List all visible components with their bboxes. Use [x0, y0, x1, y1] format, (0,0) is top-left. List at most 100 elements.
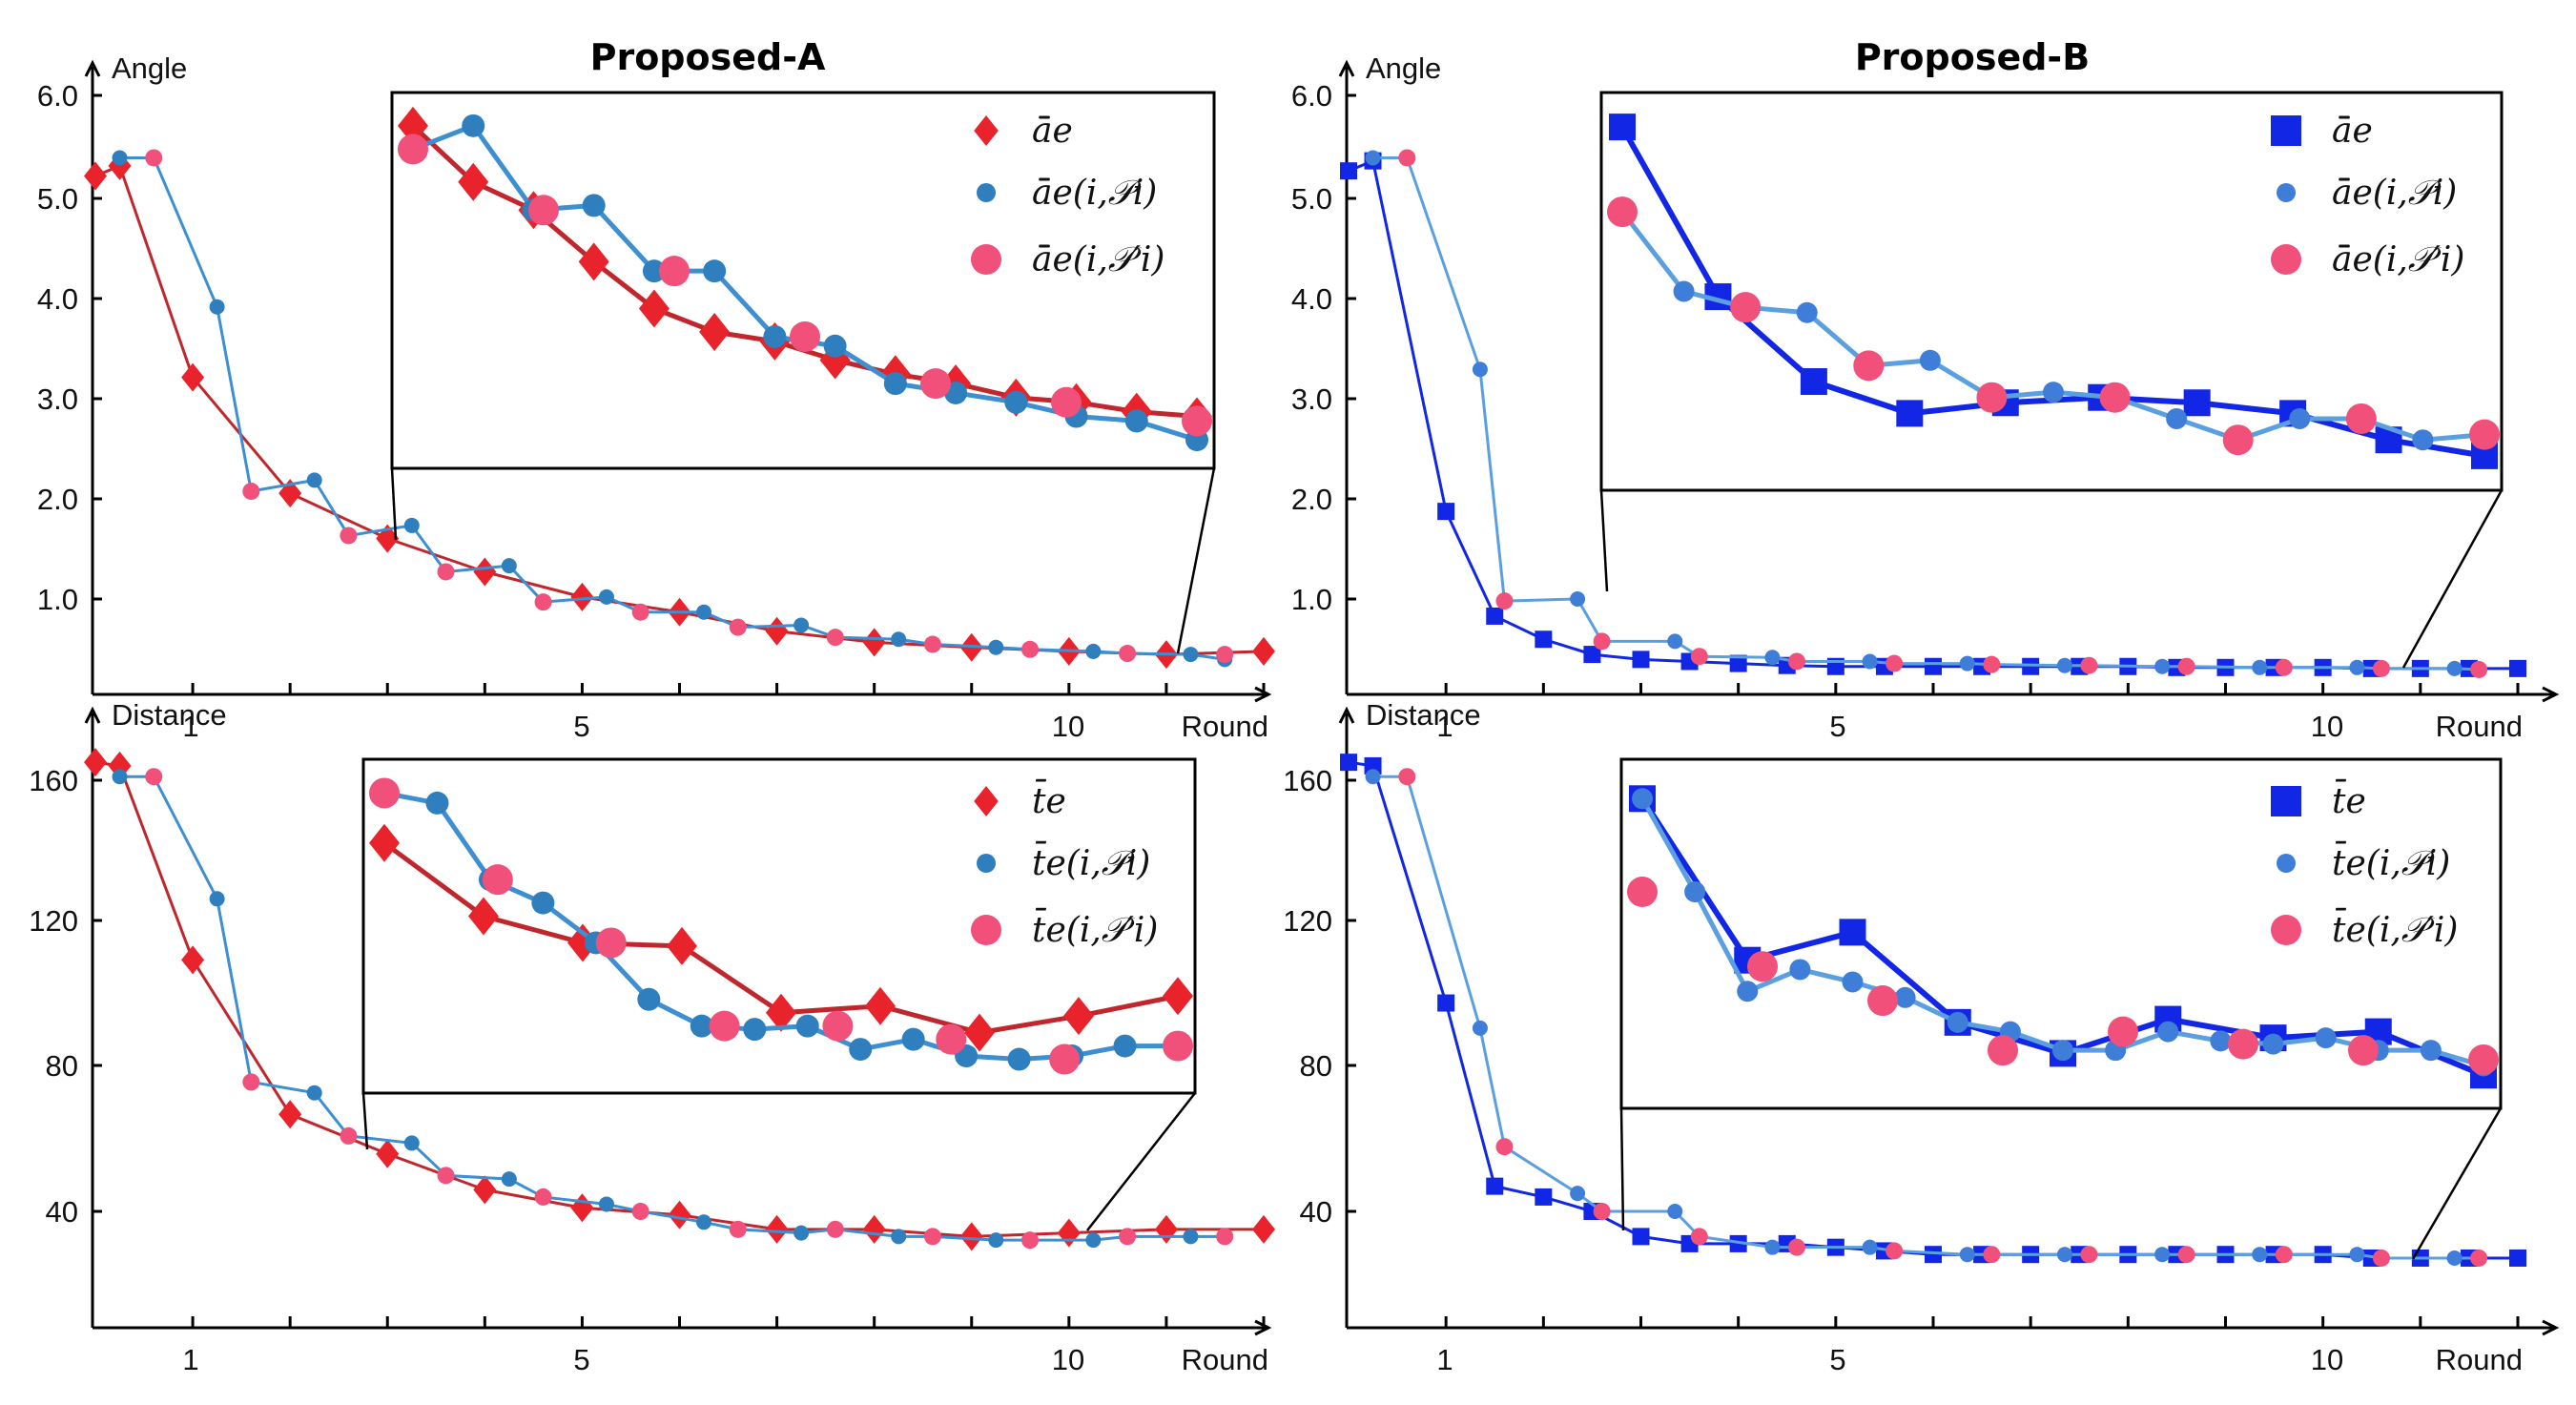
y-tick-label: 5.0 [1291, 182, 1332, 216]
series-2-point [1886, 1242, 1904, 1260]
x-tick-label: 10 [1052, 1343, 1084, 1376]
series-0-point [1535, 1188, 1553, 1206]
legend-marker [2277, 183, 2296, 202]
series-2-point [145, 149, 163, 167]
series-0-point [1632, 651, 1650, 669]
inset-series-2-point [1988, 1035, 2018, 1066]
inset-series-0-point [578, 242, 609, 281]
legend: ā̄e ā̄e(i,𝒫i) ā̄e(i,𝒫′i) [2271, 112, 2464, 279]
series-1-point [306, 472, 322, 488]
series-0-point [2509, 659, 2526, 677]
legend-label: ā̄e(i,𝒫i) [1032, 174, 1157, 213]
inset-series-1-point [1919, 349, 1941, 371]
inset-series-2-point [2469, 419, 2500, 450]
legend-label: t̄̄e(i,𝒫′i) [1032, 908, 1158, 950]
y-axis-arrow [1338, 59, 1355, 77]
inset-series-2-point [2468, 1043, 2499, 1075]
inset-series-2-point [595, 927, 627, 959]
y-tick-label: 1.0 [37, 583, 78, 616]
series-0-point [1486, 607, 1504, 625]
inset-series-1-point [703, 259, 727, 283]
inset-series-2-point [398, 134, 428, 165]
y-tick-label: 80 [1300, 1049, 1332, 1083]
series-2-point [437, 563, 455, 581]
legend-marker [2271, 786, 2301, 816]
series-0-point [1437, 503, 1455, 521]
series-0-point [1154, 1214, 1178, 1244]
inset-series-1-point [1842, 971, 1864, 993]
inset-series-0-point [865, 986, 896, 1025]
series-1-point [501, 558, 517, 574]
x-axis-arrow [2542, 1319, 2560, 1336]
series-1-point [403, 1135, 420, 1151]
chart-B-angle: 1.0 2.0 3.0 4.0 5.0 6.0 1 5 10 Round Angle Proposed… [1291, 36, 2560, 743]
inset-series-1-point [462, 114, 485, 137]
series-1-point [1764, 1239, 1781, 1255]
series-0-point [2022, 657, 2040, 675]
series-2-point [2470, 1249, 2488, 1267]
inset-series-0 [369, 823, 1193, 1052]
inset-series-2-point [2228, 1028, 2258, 1060]
zoom-connector [2411, 1107, 2503, 1260]
legend-label: t̄̄e(i,𝒫′i) [2332, 908, 2458, 950]
inset-series-1-point [425, 791, 449, 815]
series-1-point [209, 299, 225, 315]
series-2-point [2470, 660, 2488, 678]
zoom-connector [1086, 1092, 1196, 1231]
y-tick-label: 3.0 [1291, 382, 1332, 416]
inset-series-2-point [2348, 1035, 2379, 1066]
series-1-point [891, 1229, 907, 1245]
inset-series-1-point [823, 334, 847, 358]
inset-frame [361, 757, 1197, 1095]
x-tick-label: 1 [182, 710, 198, 743]
x-tick-label: 1 [182, 1343, 198, 1376]
x-axis-title: Round [1182, 710, 1268, 743]
inset-series-1-point [901, 1027, 925, 1051]
series-0-point [2509, 1249, 2526, 1267]
series-1-point [598, 589, 614, 605]
inset-series-0-point [1800, 368, 1827, 396]
series-0-point [1925, 1246, 1942, 1264]
series-1-point [2252, 1247, 2268, 1263]
legend-marker [974, 115, 999, 146]
inset-series-2 [1627, 877, 2499, 1075]
series-1-point [112, 150, 128, 166]
x-tick-label: 5 [573, 1343, 589, 1376]
series-2-point [1983, 1246, 2001, 1264]
inset-series-1-point [1113, 1034, 1137, 1058]
legend: ā̄e ā̄e(i,𝒫i) ā̄e(i,𝒫′i) [971, 112, 1164, 279]
inset-series-1-point [2315, 1027, 2337, 1049]
series-0-point [1583, 646, 1601, 664]
legend-label: t̄̄e(i,𝒫i) [1032, 841, 1150, 883]
inset-series-2-point [2099, 382, 2131, 413]
inset-series-0-point [468, 897, 499, 936]
inset-series-1-point [795, 1014, 819, 1038]
series-0-point [376, 1139, 400, 1168]
series-2-point [340, 1126, 358, 1145]
y-tick-label: 40 [46, 1195, 78, 1229]
inset-series-2 [369, 777, 1193, 1075]
x-tick-label: 10 [2311, 1343, 2343, 1376]
inset-series-1-point [2043, 382, 2064, 403]
inset [390, 91, 1216, 470]
inset-series-0-point [699, 313, 731, 352]
x-axis-arrow [1254, 686, 1272, 703]
y-tick-label: 2.0 [1291, 483, 1332, 516]
legend-marker [2271, 115, 2301, 146]
inset-frame [390, 91, 1216, 470]
y-tick-label: 120 [29, 904, 78, 938]
inset-series-1-point [1007, 1047, 1031, 1071]
series-2-point [2275, 1246, 2293, 1264]
inset-series-2-point [1627, 877, 1658, 908]
inset-series-1-point [1894, 986, 1916, 1008]
series-1-point [2154, 1247, 2171, 1263]
inset-plot [369, 777, 1193, 1075]
y-tick-label: 120 [1283, 904, 1332, 938]
series-2 [1398, 768, 2488, 1267]
series-2-point [1119, 1228, 1137, 1246]
y-axis-arrow [84, 59, 101, 77]
chart-panels: 1.0 2.0 3.0 4.0 5.0 6.0 1 5 10 Round Angle Proposed… [29, 36, 2560, 1376]
legend-label: t̄̄e [1032, 779, 1066, 821]
series-1-point [1365, 769, 1381, 785]
series-1-point [1667, 1204, 1683, 1219]
